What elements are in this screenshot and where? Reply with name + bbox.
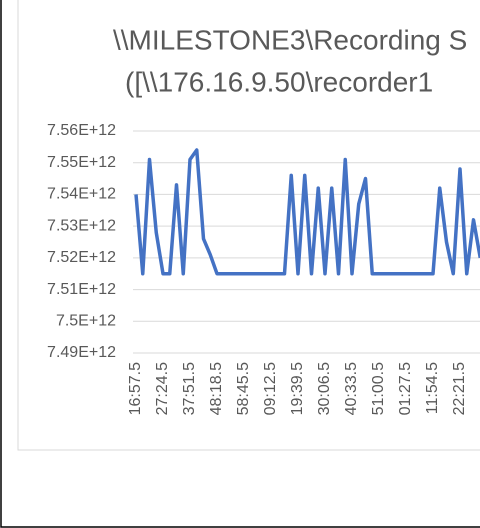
x-tick-label: 48:18.5 (208, 362, 225, 415)
x-tick-label: 09:12.5 (262, 362, 279, 415)
y-tick-label: 7.55E+12 (47, 154, 116, 171)
chart-title: ([\\176.16.9.50\recorder1 (125, 66, 433, 97)
x-tick-label: 27:24.5 (154, 362, 171, 415)
y-tick-label: 7.5E+12 (56, 313, 116, 330)
x-tick-label: 22:21.5 (451, 362, 468, 415)
x-tick-label: 30:06.5 (316, 362, 333, 415)
x-tick-label: 51:00.5 (370, 362, 387, 415)
x-tick-label: 01:27.5 (397, 362, 414, 415)
chart-frame (17, 0, 480, 451)
x-tick-label: 16:57.5 (127, 362, 144, 415)
x-tick-label: 37:51.5 (181, 362, 198, 415)
y-tick-label: 7.52E+12 (47, 249, 116, 266)
chart-title: \\MILESTONE3\Recording S (113, 24, 467, 55)
x-tick-label: 11:54.5 (424, 362, 441, 414)
y-tick-label: 7.51E+12 (47, 281, 116, 298)
x-tick-label: 58:45.5 (235, 362, 252, 415)
x-tick-label: 40:33.5 (343, 362, 360, 415)
y-tick-label: 7.53E+12 (47, 217, 116, 234)
y-tick-label: 7.49E+12 (47, 344, 116, 361)
y-tick-label: 7.56E+12 (47, 122, 116, 139)
x-tick-label: 19:39.5 (289, 362, 306, 415)
data-line (134, 148, 480, 276)
y-tick-label: 7.54E+12 (47, 186, 116, 203)
